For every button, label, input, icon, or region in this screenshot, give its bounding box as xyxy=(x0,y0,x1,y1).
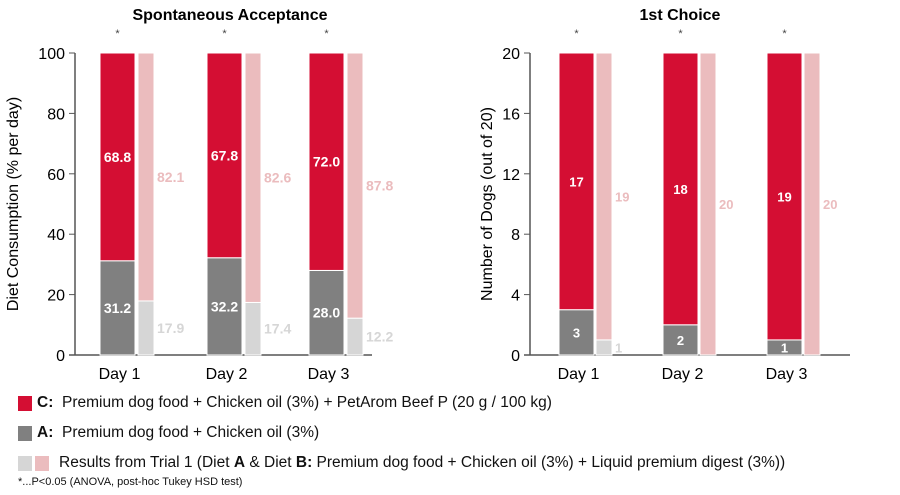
bar-a xyxy=(99,260,136,356)
significance-marker: * xyxy=(574,28,579,40)
y-tick-label: 20 xyxy=(502,46,520,63)
data-label-trial1-b: 19 xyxy=(615,189,629,204)
y-tick-label: 100 xyxy=(38,46,65,63)
data-label-a: 28.0 xyxy=(313,305,340,321)
y-tick-label: 80 xyxy=(47,106,65,123)
legend-text-and: & Diet xyxy=(245,454,296,471)
data-label-c: 72.0 xyxy=(313,154,340,170)
data-label-trial1-a: 12.2 xyxy=(366,329,393,345)
data-label-c: 18 xyxy=(673,182,687,197)
legend-key-c: C: xyxy=(37,394,54,411)
data-label-trial1-a: 17.9 xyxy=(157,320,184,336)
y-tick-label: 0 xyxy=(56,348,65,365)
data-label-trial1-b: 20 xyxy=(823,197,837,212)
legend-text-trial1: Results from Trial 1 (Diet xyxy=(59,454,234,471)
x-tick-label: Day 2 xyxy=(206,366,248,383)
data-label-a: 1 xyxy=(781,340,788,355)
chart-title: 1st Choice xyxy=(640,7,721,24)
data-label-trial1-b: 87.8 xyxy=(366,178,393,194)
bar-trial1-b xyxy=(803,52,821,356)
legend-key-a: A: xyxy=(37,424,54,441)
y-tick-label: 20 xyxy=(47,288,65,305)
y-tick-label: 8 xyxy=(511,227,520,244)
data-label-trial1-b: 20 xyxy=(719,197,733,212)
bar-trial1-a xyxy=(137,300,155,356)
data-label-c: 17 xyxy=(569,174,583,189)
bar-trial1-a xyxy=(346,317,364,356)
legend-item-trial1: Results from Trial 1 (Diet A & Diet B: P… xyxy=(18,454,785,472)
bar-trial1-b xyxy=(346,52,364,319)
y-tick-label: 4 xyxy=(511,288,520,305)
bar-c xyxy=(662,52,699,326)
y-tick-label: 40 xyxy=(47,227,65,244)
data-label-a: 3 xyxy=(573,325,580,340)
y-tick-label: 12 xyxy=(502,167,520,184)
significance-marker: * xyxy=(782,28,787,40)
bar-trial1-b xyxy=(595,52,613,341)
bar-c xyxy=(308,52,345,271)
x-tick-label: Day 3 xyxy=(766,366,808,383)
bar-trial1-a xyxy=(244,301,262,356)
y-axis-label: Diet Consumption (% per day) xyxy=(5,97,22,311)
bar-c xyxy=(558,52,595,311)
data-label-trial1-b: 82.1 xyxy=(157,169,184,185)
legend-swatch-a xyxy=(18,425,32,441)
significance-marker: * xyxy=(115,28,120,40)
data-label-trial1-b: 82.6 xyxy=(264,170,291,186)
y-tick-label: 16 xyxy=(502,106,520,123)
y-axis-label: Number of Dogs (out of 20) xyxy=(479,107,496,301)
chart-title: Spontaneous Acceptance xyxy=(132,7,327,24)
bar-a xyxy=(206,257,243,356)
legend-swatch-trial1-a xyxy=(18,455,32,471)
data-label-trial1-a: 1 xyxy=(615,340,622,355)
bar-c xyxy=(766,52,803,341)
bar-trial1-b xyxy=(699,52,717,356)
legend-item-c: C: Premium dog food + Chicken oil (3%) +… xyxy=(18,394,552,412)
data-label-a: 2 xyxy=(677,333,684,348)
footnote: *...P<0.05 (ANOVA, post-hoc Tukey HSD te… xyxy=(18,476,243,488)
legend-text-trial1-desc: Premium dog food + Chicken oil (3%) + Li… xyxy=(312,454,786,471)
bar-a xyxy=(308,269,345,356)
data-label-a: 32.2 xyxy=(211,298,238,314)
data-label-c: 68.8 xyxy=(104,149,131,165)
y-tick-label: 0 xyxy=(511,348,520,365)
legend-diet-b: B: xyxy=(295,454,313,471)
significance-marker: * xyxy=(222,28,227,40)
data-label-trial1-a: 17.4 xyxy=(264,321,291,337)
bar-trial1-b xyxy=(244,52,262,303)
y-tick-label: 60 xyxy=(47,167,65,184)
data-label-c: 67.8 xyxy=(211,147,238,163)
data-label-c: 19 xyxy=(777,189,791,204)
legend-diet-a: A xyxy=(233,454,246,471)
charts: Spontaneous Acceptance Diet Consumption (… xyxy=(5,7,850,383)
x-tick-label: Day 2 xyxy=(662,366,704,383)
x-tick-label: Day 1 xyxy=(558,366,600,383)
x-tick-label: Day 3 xyxy=(308,366,350,383)
significance-marker: * xyxy=(324,28,329,40)
bar-trial1-a xyxy=(595,339,613,356)
bar-trial1-b xyxy=(137,52,155,302)
significance-marker: * xyxy=(678,28,683,40)
legend-text-a: Premium dog food + Chicken oil (3%) xyxy=(61,424,320,441)
x-tick-label: Day 1 xyxy=(99,366,141,383)
bar-a xyxy=(662,324,699,356)
legend-swatch-trial1-b xyxy=(35,455,49,471)
legend-text-c: Premium dog food + Chicken oil (3%) + Pe… xyxy=(61,394,552,411)
bar-c xyxy=(206,52,243,259)
data-label-a: 31.2 xyxy=(104,300,131,316)
bar-c xyxy=(99,52,136,262)
legend-swatch-c xyxy=(18,395,32,411)
legend-item-a: A: Premium dog food + Chicken oil (3%) xyxy=(18,424,319,442)
